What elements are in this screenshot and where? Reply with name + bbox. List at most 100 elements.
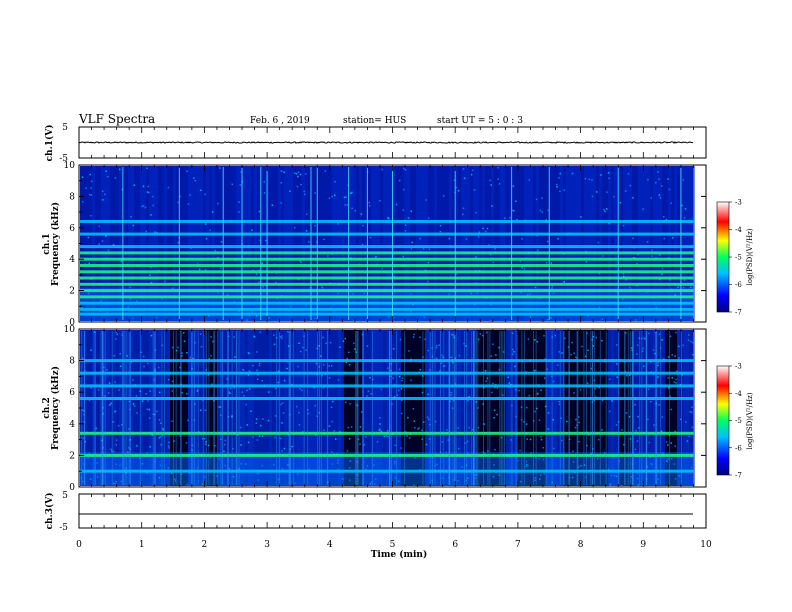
spectrogram-speckle — [519, 449, 521, 452]
spectrogram-speckle — [625, 412, 628, 414]
xtick-label: 7 — [515, 540, 521, 550]
spectrogram-speckle — [670, 202, 673, 204]
spectrogram-column — [464, 166, 467, 321]
spectrogram-speckle — [196, 263, 199, 265]
spectrogram-speckle — [622, 224, 625, 227]
spectrogram-speckle — [389, 484, 391, 486]
spectrogram-speckle — [215, 475, 218, 477]
spectrogram-speckle — [255, 422, 257, 424]
spectrogram-column — [86, 166, 89, 321]
spectrogram-speckle — [675, 331, 677, 334]
spectrogram-speckle — [218, 458, 220, 460]
spectrogram-speckle — [187, 419, 189, 422]
spectrogram-speckle — [212, 211, 214, 213]
spectrogram-speckle — [380, 430, 382, 433]
spectrogram-speckle — [388, 316, 390, 318]
ytick-label: 6 — [69, 388, 75, 398]
spectrogram-speckle — [350, 192, 352, 195]
spectrogram-speckle — [179, 366, 181, 369]
spectrogram-column — [512, 166, 515, 321]
spectrogram-speckle — [273, 343, 276, 346]
spectrogram-column — [596, 166, 599, 321]
spectrogram-speckle — [502, 351, 505, 353]
spectrogram-speckle — [88, 262, 90, 265]
spectrogram-speckle — [262, 418, 264, 420]
spectrogram-speckle — [268, 317, 270, 319]
colorbar-tick-label: -6 — [735, 444, 742, 452]
spectrogram-speckle — [466, 440, 469, 443]
spectrogram-speckle — [105, 235, 107, 237]
spectrogram-speckle — [492, 382, 494, 385]
spectrogram-column — [356, 166, 359, 321]
spectrogram-column — [665, 330, 668, 486]
spectrogram-column — [290, 330, 293, 486]
spectrogram-speckle — [361, 411, 363, 413]
spectrogram-speckle — [199, 409, 202, 411]
spectrogram-speckle — [263, 181, 265, 183]
spectrogram-speckle — [474, 474, 477, 476]
spectrogram-speckle — [583, 464, 586, 466]
spectrogram-column — [194, 330, 197, 486]
spectrogram-column — [284, 330, 287, 486]
spectrogram-column — [251, 330, 254, 486]
spectrogram-column — [626, 330, 629, 486]
spectrogram-speckle — [162, 429, 165, 432]
spectrogram-speckle — [150, 334, 153, 337]
spectrogram-speckle — [497, 167, 499, 169]
spectrogram-speckle — [349, 466, 351, 469]
spectrogram-speckle — [527, 293, 529, 296]
spectrogram-speckle — [346, 204, 349, 206]
spectrogram-column — [188, 330, 191, 486]
spectrogram-column — [116, 330, 119, 486]
spectrogram-speckle — [238, 211, 240, 213]
spectrogram-speckle — [242, 369, 244, 371]
spectrogram-speckle — [669, 395, 671, 398]
spectrogram-column — [437, 166, 440, 321]
figure-title: VLF Spectra — [78, 112, 155, 126]
spectrogram-speckle — [256, 473, 258, 475]
spectrogram-speckle — [540, 438, 543, 441]
spectrogram-speckle — [396, 394, 399, 396]
spectrogram-speckle — [161, 298, 163, 300]
spectrogram-column — [293, 166, 296, 321]
spectrogram-column — [680, 166, 683, 321]
spectrogram-speckle — [534, 410, 536, 413]
spectrogram-speckle — [390, 375, 392, 377]
spectrogram-speckle — [401, 380, 403, 382]
spectrogram-speckle — [293, 172, 296, 174]
spectrogram-column — [173, 166, 176, 321]
spectrogram-speckle — [120, 480, 122, 483]
spectrogram-speckle — [636, 472, 639, 475]
spectrogram-column — [524, 166, 527, 321]
spectrogram-column — [353, 330, 356, 486]
spectrogram-speckle — [159, 436, 161, 438]
spectrogram-speckle — [402, 209, 404, 211]
spectrogram-speckle — [260, 424, 262, 427]
spectrogram-speckle — [294, 226, 296, 229]
spectrogram-speckle — [259, 331, 262, 333]
spectrogram-column — [353, 166, 356, 321]
spectrogram-column — [239, 330, 242, 486]
spectrogram-speckle — [323, 429, 325, 431]
spectrogram-speckle — [682, 286, 685, 289]
spectrogram-column — [263, 166, 266, 321]
spectrogram-speckle — [151, 434, 153, 436]
spectrogram-column — [137, 166, 140, 321]
spectrogram-speckle — [245, 463, 247, 465]
spectrogram-speckle — [577, 466, 580, 468]
spectrogram-speckle — [211, 383, 213, 385]
spectrogram-column — [242, 330, 245, 486]
spectrogram-column — [434, 330, 437, 486]
spectrogram-column — [206, 330, 209, 486]
spectrogram-speckle — [226, 293, 229, 296]
spectrogram-speckle — [682, 179, 685, 181]
spectrogram-speckle — [204, 223, 207, 225]
spectrogram-column — [608, 166, 611, 321]
spectrogram-speckle — [203, 438, 206, 440]
spectrogram-column — [527, 330, 530, 486]
spectrogram-speckle — [601, 340, 603, 342]
spectrogram-speckle — [494, 248, 496, 250]
ch1-colorbar: -3 -4 -5 -6 -7 log(PSD)(V²/Hz) — [716, 199, 754, 317]
spectrogram-speckle — [636, 353, 638, 355]
spectrogram-column — [536, 166, 539, 321]
